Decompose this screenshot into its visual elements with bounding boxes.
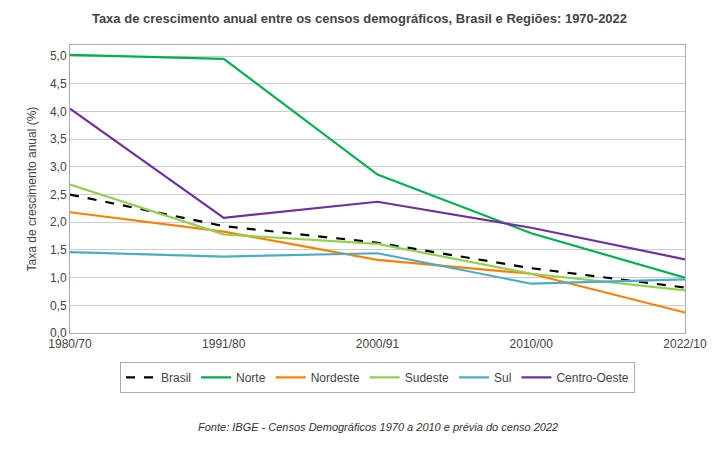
svg-text:2,5: 2,5 xyxy=(50,188,67,202)
svg-text:1980/70: 1980/70 xyxy=(48,337,92,351)
svg-text:1,5: 1,5 xyxy=(50,243,67,257)
svg-text:Norte: Norte xyxy=(236,371,266,385)
svg-text:Fonte: IBGE - Censos Demográfi: Fonte: IBGE - Censos Demográficos 1970 a… xyxy=(198,421,558,433)
svg-text:Sul: Sul xyxy=(494,371,511,385)
svg-text:0,5: 0,5 xyxy=(50,299,67,313)
svg-text:3,0: 3,0 xyxy=(50,160,67,174)
svg-text:2010/00: 2010/00 xyxy=(510,337,554,351)
svg-text:Nordeste: Nordeste xyxy=(311,371,360,385)
svg-text:4,0: 4,0 xyxy=(50,105,67,119)
svg-text:3,5: 3,5 xyxy=(50,132,67,146)
svg-text:2000/91: 2000/91 xyxy=(356,337,400,351)
svg-text:Taxa de crescimento anual entr: Taxa de crescimento anual entre os censo… xyxy=(92,11,627,26)
svg-text:1991/80: 1991/80 xyxy=(202,337,246,351)
svg-text:0,0: 0,0 xyxy=(50,326,67,340)
svg-text:Brasil: Brasil xyxy=(161,371,191,385)
svg-text:Taxa de crescimento anual (%): Taxa de crescimento anual (%) xyxy=(25,107,39,272)
svg-text:5,0: 5,0 xyxy=(50,49,67,63)
svg-text:4,5: 4,5 xyxy=(50,77,67,91)
svg-text:Sudeste: Sudeste xyxy=(405,371,449,385)
svg-text:2022/10: 2022/10 xyxy=(663,337,707,351)
svg-text:2,0: 2,0 xyxy=(50,215,67,229)
svg-text:Centro-Oeste: Centro-Oeste xyxy=(556,371,628,385)
svg-text:1,0: 1,0 xyxy=(50,271,67,285)
